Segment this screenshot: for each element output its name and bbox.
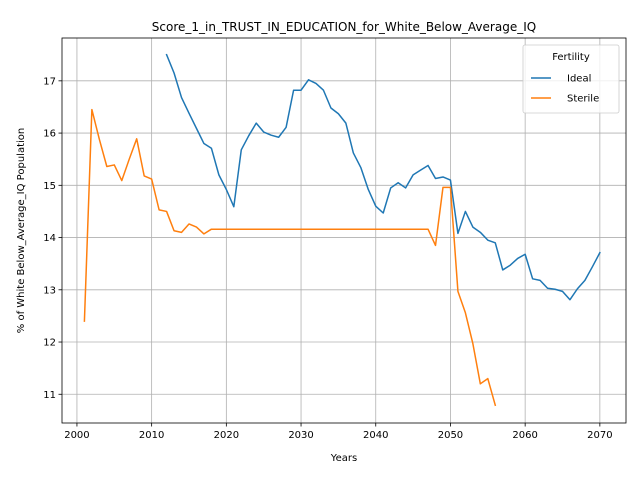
series-lines [84,55,599,406]
x-tick-label: 2020 [214,430,239,441]
y-tick-label: 14 [43,233,56,244]
legend: Fertility Ideal Sterile [523,45,619,113]
x-tick-label: 2050 [438,430,463,441]
legend-label-ideal: Ideal [567,74,591,85]
y-tick-label: 17 [43,76,56,87]
y-tick-label: 15 [43,181,56,192]
x-tick-label: 2070 [587,430,612,441]
x-tick-label: 2030 [288,430,313,441]
x-tick-label: 2060 [512,430,537,441]
x-tick-label: 2000 [64,430,89,441]
y-tick-label: 16 [43,129,56,140]
y-tick-label: 12 [43,338,56,349]
x-tick-label: 2040 [363,430,388,441]
series-line-sterile [84,110,495,406]
y-tick-label: 11 [43,390,56,401]
legend-title: Fertility [552,52,590,63]
y-axis-title: % of White Below_Average_IQ Population [16,128,27,333]
legend-label-sterile: Sterile [567,94,599,105]
x-tick-label: 2010 [139,430,164,441]
x-axis-title: Years [330,453,357,464]
chart-title: Score_1_in_TRUST_IN_EDUCATION_for_White_… [152,20,536,34]
y-tick-label: 13 [43,285,56,296]
